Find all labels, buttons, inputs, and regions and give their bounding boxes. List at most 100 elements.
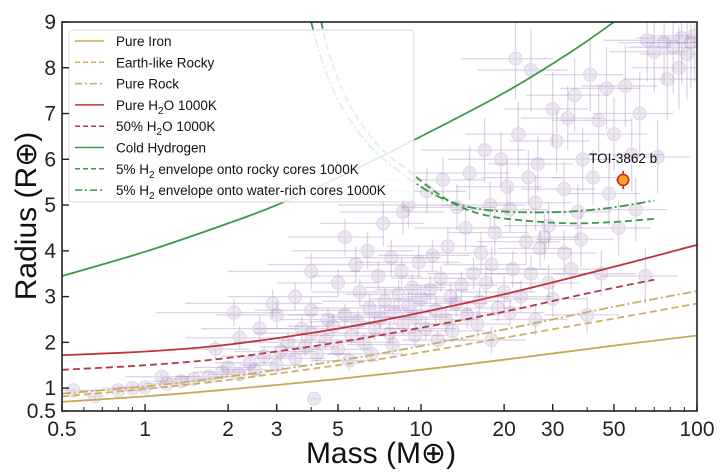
legend-label: 5% H2 envelope onto water-rich cores 100… bbox=[116, 183, 386, 202]
background-planet-point bbox=[623, 38, 697, 121]
background-planet-point bbox=[408, 319, 485, 343]
background-planet-point bbox=[305, 239, 441, 276]
background-planet-point bbox=[311, 294, 409, 322]
background-planet-point bbox=[311, 262, 422, 290]
plot-frame bbox=[61, 21, 698, 412]
background-planet-point bbox=[347, 335, 426, 354]
background-planet-point bbox=[645, 22, 697, 89]
background-planet-point bbox=[504, 280, 588, 318]
model-curve-pure-iron bbox=[62, 334, 697, 403]
legend-entry: 5% H2 envelope onto rocky cores 1000K bbox=[75, 162, 359, 181]
background-planet-point bbox=[408, 271, 498, 299]
model-curve-pure-h2o-1000k bbox=[62, 244, 697, 357]
legend-label: Pure Iron bbox=[116, 34, 172, 49]
background-planet-point bbox=[457, 159, 543, 215]
y-tick-label: 6 bbox=[44, 148, 56, 171]
x-tick-label: 20 bbox=[492, 418, 515, 441]
background-planet-point bbox=[280, 308, 362, 331]
background-planet-point bbox=[587, 118, 665, 192]
legend-label: 5% H2 envelope onto rocky cores 1000K bbox=[116, 162, 359, 181]
background-planet-point bbox=[447, 131, 538, 187]
model-curve-pure-rock bbox=[62, 290, 697, 395]
background-planet-point bbox=[193, 360, 255, 375]
background-planet-point bbox=[254, 321, 350, 345]
y-tick-label: 3 bbox=[44, 286, 56, 309]
legend-entry: 50% H2O 1000K bbox=[75, 119, 215, 138]
background-planet-point bbox=[627, 22, 697, 93]
background-planet-point bbox=[477, 280, 553, 313]
background-planet-point bbox=[603, 22, 679, 82]
background-planet-point bbox=[465, 250, 547, 288]
x-tick-label: 1 bbox=[139, 418, 151, 441]
background-planet-point bbox=[601, 248, 678, 304]
background-planet-point bbox=[166, 371, 216, 386]
x-tick-label: 5 bbox=[332, 418, 344, 441]
background-planet-point bbox=[426, 257, 508, 290]
background-planet-point bbox=[639, 22, 697, 100]
background-planet-point bbox=[288, 303, 384, 327]
background-planet-point bbox=[635, 22, 697, 84]
background-planet-point bbox=[477, 28, 568, 112]
legend-entry: Pure Rock bbox=[75, 77, 179, 92]
background-planet-point bbox=[509, 264, 578, 302]
legend-entry: Pure H2O 1000K bbox=[75, 98, 217, 117]
x-tick-label: 10 bbox=[409, 418, 432, 441]
y-tick-label: 4 bbox=[44, 240, 56, 263]
background-planet-point bbox=[378, 239, 470, 272]
background-planet-point bbox=[525, 248, 604, 290]
background-planet-point bbox=[609, 22, 688, 93]
background-planet-point bbox=[497, 214, 578, 260]
background-planet-point bbox=[618, 22, 697, 84]
background-planet-point bbox=[307, 391, 322, 406]
legend-label: 50% H2O 1000K bbox=[116, 119, 215, 138]
background-planet-point bbox=[268, 246, 406, 283]
background-planet-point bbox=[185, 326, 277, 350]
background-planet-point bbox=[452, 294, 531, 322]
legend-entry: Cold Hydrogen bbox=[75, 141, 206, 156]
background-planet-point bbox=[477, 218, 561, 265]
background-planet-point bbox=[484, 255, 565, 293]
x-tick-label: 2 bbox=[222, 418, 234, 441]
background-planet-point bbox=[349, 257, 438, 286]
background-planet-point bbox=[125, 369, 190, 384]
background-planet-point bbox=[228, 253, 360, 290]
background-planet-point bbox=[319, 200, 425, 247]
legend-label: Pure Rock bbox=[116, 77, 179, 92]
background-planet-point bbox=[344, 280, 436, 309]
background-planet-point bbox=[254, 296, 350, 325]
background-planet-point bbox=[461, 22, 553, 100]
background-planet-point bbox=[276, 344, 348, 363]
x-tick-label: 30 bbox=[541, 418, 564, 441]
background-planet-point bbox=[544, 38, 624, 112]
background-planet-point bbox=[552, 150, 624, 206]
legend-entry: Pure Iron bbox=[75, 34, 172, 49]
x-axis: 0.5 1 2 3 5 10 20 30 50 100 bbox=[47, 404, 715, 441]
legend-label: Earth-like Rocky bbox=[116, 55, 215, 70]
background-planet-point bbox=[305, 326, 385, 345]
background-planet-point bbox=[156, 298, 281, 327]
legend-entry: 5% H2 envelope onto water-rich cores 100… bbox=[75, 183, 386, 202]
background-planet-point bbox=[359, 292, 443, 320]
background-planet-point bbox=[221, 346, 296, 366]
background-planet-point bbox=[386, 227, 489, 265]
background-planet-point bbox=[567, 161, 640, 226]
background-planet-point bbox=[442, 246, 526, 283]
background-planet-point bbox=[276, 269, 379, 297]
background-planet-point bbox=[520, 86, 602, 151]
background-planet-point bbox=[369, 285, 458, 313]
y-axis-title: Radius (R⊕) bbox=[10, 132, 43, 301]
background-planet-point bbox=[311, 278, 395, 306]
model-curve-earth-like-rocky bbox=[62, 302, 697, 398]
background-planet-point bbox=[447, 209, 529, 256]
y-tick-label: 2 bbox=[44, 331, 56, 354]
legend-entry: Earth-like Rocky bbox=[75, 55, 215, 70]
y-axis: 0.51 2 3 4 5 6 7 8 9 bbox=[27, 11, 69, 423]
y-tick-label: 9 bbox=[44, 11, 56, 34]
background-planet-point bbox=[421, 118, 526, 183]
background-planet-point bbox=[593, 177, 668, 242]
model-curve-5-h2-envelope-onto-water-rich-cores-1000k bbox=[310, 22, 655, 214]
background-planet-point bbox=[434, 266, 522, 299]
background-planet-point bbox=[537, 127, 616, 192]
y-tick-label: 8 bbox=[44, 57, 56, 80]
